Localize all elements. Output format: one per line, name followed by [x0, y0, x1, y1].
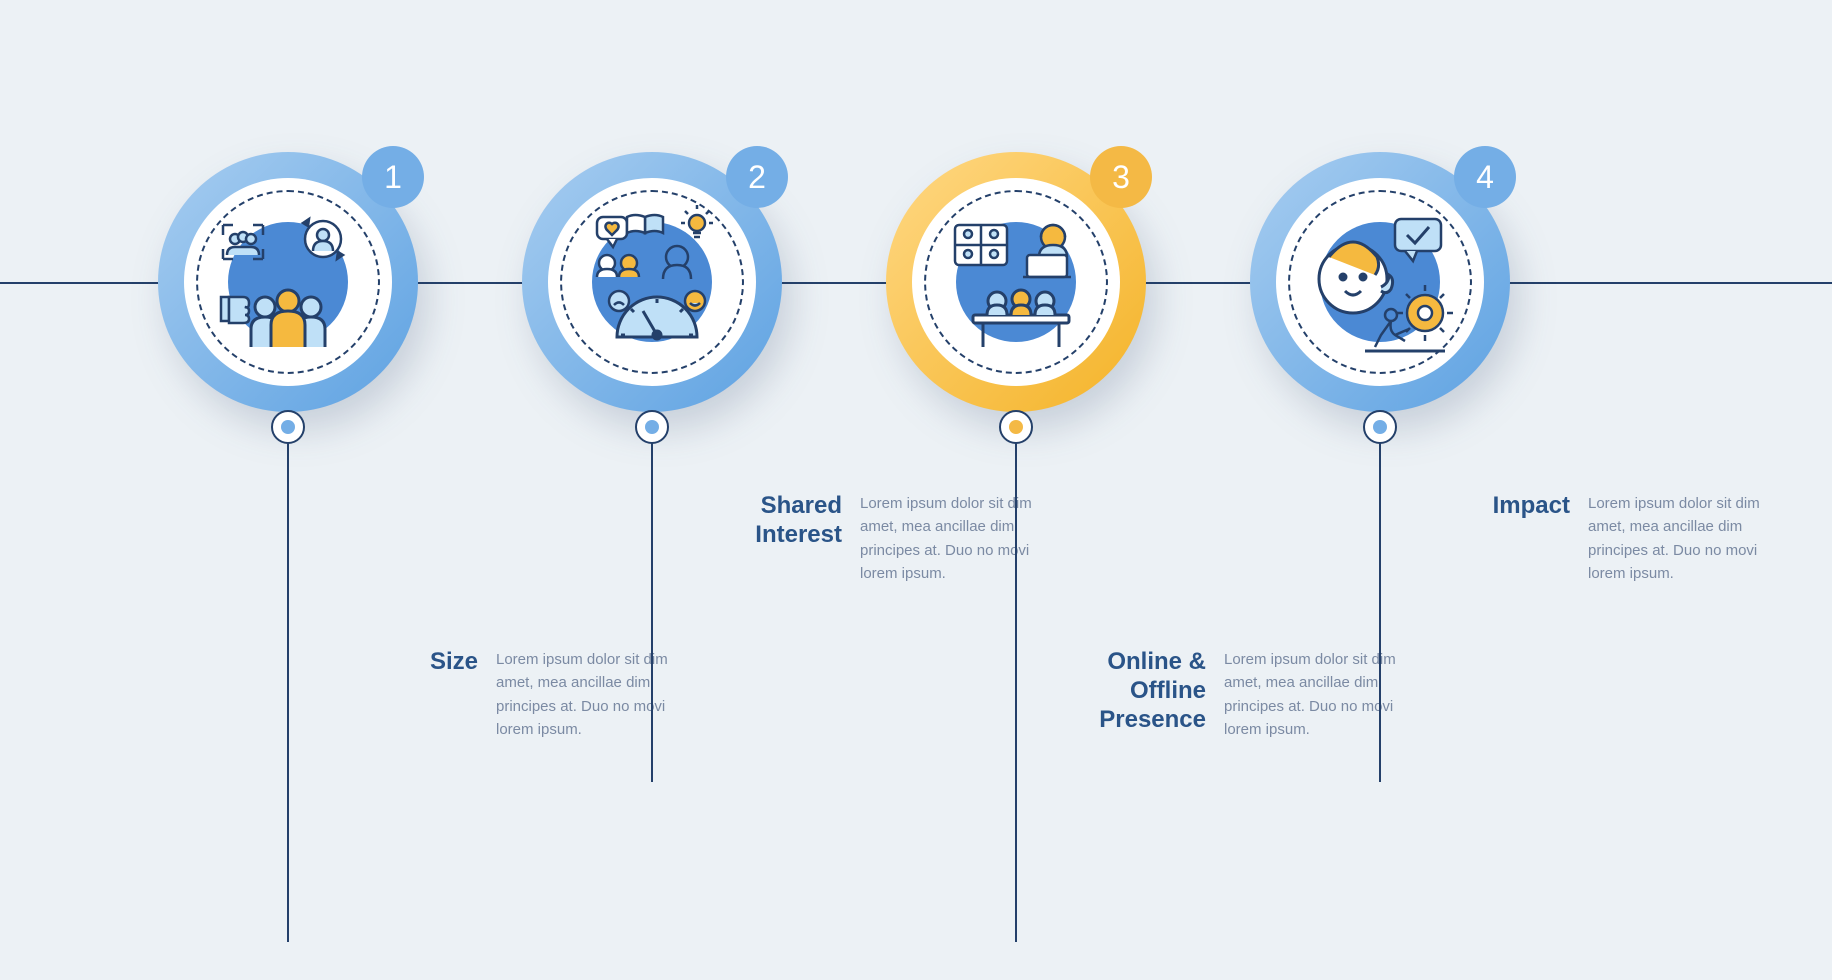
- step-number-badge: 4: [1454, 146, 1516, 208]
- step-body: Lorem ipsum dolor sit dim amet, mea anci…: [496, 648, 728, 741]
- step-vertical-line: [287, 412, 289, 942]
- step-text: Size Lorem ipsum dolor sit dim amet, mea…: [308, 648, 728, 741]
- step-icon: [567, 197, 737, 367]
- step-text: Impact Lorem ipsum dolor sit dim amet, m…: [1400, 492, 1820, 585]
- step-title: Size: [308, 648, 478, 677]
- step-vertical-line: [1379, 412, 1381, 782]
- step-number: 4: [1476, 159, 1494, 196]
- step-vertical-line: [1015, 412, 1017, 942]
- step-number-badge: 3: [1090, 146, 1152, 208]
- step-icon: [1295, 197, 1465, 367]
- step-connector-dot-inner: [645, 420, 659, 434]
- step-connector-dot-inner: [1009, 420, 1023, 434]
- step-title: SharedInterest: [672, 492, 842, 550]
- step-connector-dot: [271, 410, 305, 444]
- step-body: Lorem ipsum dolor sit dim amet, mea anci…: [1224, 648, 1456, 741]
- infographic-canvas: 1 Size Lorem ipsum dolor sit dim amet, m…: [0, 0, 1832, 980]
- step-number: 2: [748, 159, 766, 196]
- step-connector-dot-inner: [281, 420, 295, 434]
- step-text: Online & OfflinePresence Lorem ipsum dol…: [1036, 648, 1456, 741]
- step-number-badge: 1: [362, 146, 424, 208]
- step-number: 1: [384, 159, 402, 196]
- step-connector-dot: [1363, 410, 1397, 444]
- step-title: Impact: [1400, 492, 1570, 521]
- step-connector-dot: [635, 410, 669, 444]
- step-vertical-line: [651, 412, 653, 782]
- step-body: Lorem ipsum dolor sit dim amet, mea anci…: [860, 492, 1092, 585]
- step-title: Online & OfflinePresence: [1036, 648, 1206, 734]
- step-number-badge: 2: [726, 146, 788, 208]
- step-icon: [203, 197, 373, 367]
- step-number: 3: [1112, 159, 1130, 196]
- step-body: Lorem ipsum dolor sit dim amet, mea anci…: [1588, 492, 1820, 585]
- step-connector-dot: [999, 410, 1033, 444]
- step-icon: [931, 197, 1101, 367]
- step-text: SharedInterest Lorem ipsum dolor sit dim…: [672, 492, 1092, 585]
- step-connector-dot-inner: [1373, 420, 1387, 434]
